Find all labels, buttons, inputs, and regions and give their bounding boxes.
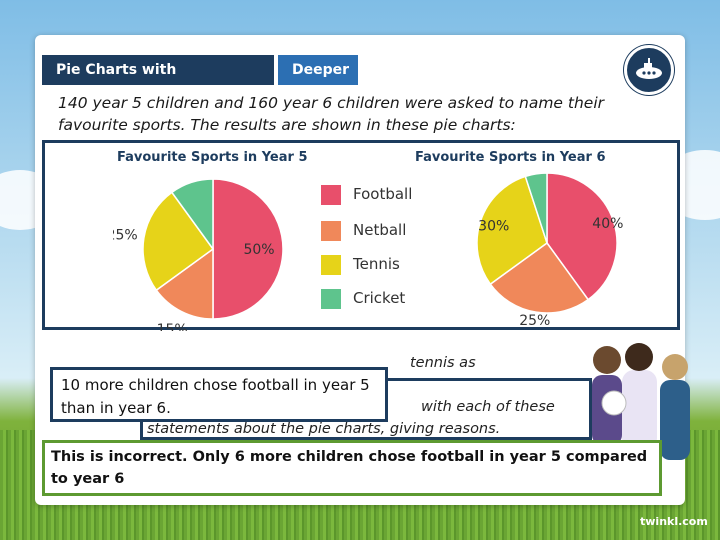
question-text: 140 year 5 children and 160 year 6 child…	[58, 94, 605, 134]
pie-data-label: 10%	[170, 171, 201, 174]
submarine-icon	[624, 45, 674, 95]
pie-data-label: 30%	[478, 219, 509, 235]
year6-chart-title: Favourite Sports in Year 6	[415, 150, 606, 165]
pie-slice-netball	[489, 241, 590, 314]
pie-slice-tennis	[142, 191, 215, 292]
answer-card: This is incorrect. Only 6 more children …	[42, 440, 662, 496]
pie-slice-cricket	[524, 172, 548, 244]
children-playing-image	[592, 343, 690, 460]
pie-slice-netball	[155, 247, 214, 320]
pie-slice-cricket	[170, 178, 214, 252]
instruction-line: with each of these	[421, 399, 555, 415]
legend-swatch-football	[321, 185, 341, 205]
pie-data-label: 15%	[157, 322, 188, 331]
pie-data-label: 40%	[592, 216, 623, 232]
statement-card: 10 more children chose football in year …	[50, 367, 388, 422]
legend-label: Football	[353, 185, 413, 203]
year6-pie-chart: 40%25%30%5%	[476, 172, 623, 325]
legend-swatch-tennis	[321, 255, 341, 275]
pie-data-label: 25%	[519, 313, 550, 325]
brand-logo-text: twinkl.com	[640, 515, 708, 528]
year5-pie-chart: 50% 15% 25% 10%	[113, 171, 284, 331]
pie-data-label: 50%	[243, 242, 274, 258]
difficulty-tab: Deeper	[278, 55, 358, 85]
pie-data-label: 25%	[113, 228, 138, 244]
legend-label: Cricket	[353, 289, 406, 307]
instruction-line: statements about the pie charts, giving …	[147, 421, 501, 437]
lesson-title-tab: Pie Charts with Percentages	[42, 55, 274, 108]
legend-label: Netball	[353, 221, 407, 239]
pie-slice-tennis	[476, 175, 548, 286]
pie-slice-football	[212, 178, 284, 320]
partially-hidden-text: tennis as	[410, 355, 476, 371]
legend-swatch-netball	[321, 221, 341, 241]
pie-slice-football	[546, 172, 618, 301]
year5-chart-title: Favourite Sports in Year 5	[117, 150, 308, 165]
pie-charts-panel: Favourite Sports in Year 5 Favourite Spo…	[42, 140, 680, 331]
legend-swatch-cricket	[321, 289, 341, 309]
legend-label: Tennis	[353, 255, 400, 273]
